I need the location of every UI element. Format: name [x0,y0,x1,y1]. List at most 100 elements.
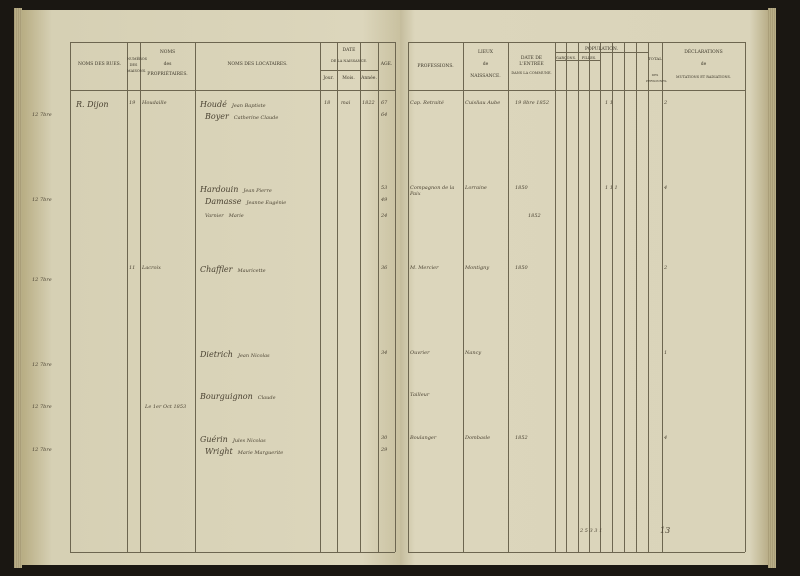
header-filles: Filles. [581,56,597,60]
header-annee: Année. [361,76,377,81]
column-rule [662,42,663,552]
header-declarations: de [700,62,707,67]
margin-date: 12 7bre [32,404,52,410]
header-professions: Professions. [417,64,454,69]
tenant-line: Hardouin Jean Pierre [200,185,272,194]
column-rule [463,42,464,552]
tenant-line: Houdé Jean Baptiste [200,100,266,109]
house-number: 19 [129,100,136,106]
column-rule [648,42,649,552]
birth-month: mai [341,100,351,106]
header-declarations: mutations et radiations. [676,75,731,79]
tenant-given-name: Jean Baptiste [231,103,266,109]
header-lieux: Lieux [477,50,494,55]
birthplace: Cuisliau Aube [465,100,501,106]
column-rule [127,42,128,552]
birth-year: 1822 [362,100,375,106]
right-page [400,10,768,565]
column-rule [408,42,409,552]
tenant-given-name: Jean Nicolas [237,353,270,359]
header-garcons: Garçons. [556,56,576,60]
row-rule [70,552,395,553]
page-edges-left [14,8,22,568]
total-persons: 4 [664,435,668,441]
column-rule [566,42,567,552]
tenant-surname: Boyer [205,112,229,121]
margin-date: 12 7bre [32,112,52,118]
tenant-given-name: Claude [257,395,276,401]
column-rule [745,42,746,552]
column-rule [612,42,613,552]
profession: Compagnon de la Paix [410,185,455,197]
margin-date: 12 7bre [32,197,52,203]
birth-day: 18 [324,100,331,106]
column-rule [636,42,637,552]
header-lieux: de [482,62,489,67]
column-rule [624,42,625,552]
header-locataires: Noms des locataires. [227,62,288,67]
row-rule [408,42,745,43]
column-rule [320,42,321,552]
tenant-surname: Houdé [200,100,227,109]
total-persons: 2 [664,265,668,271]
profession: M. Mercier [410,265,439,271]
header-mois: Mois. [342,76,355,81]
column-rule [337,42,338,552]
margin-date: 12 7bre [32,447,52,453]
column-rule [378,42,379,552]
header-numeros: Numéros des maisons. [127,57,148,73]
header-proprietaires: propriétaires. [147,72,188,77]
tenant-surname: Varnier [205,213,224,219]
header-proprietaires: des [163,62,172,67]
header-total: Total [648,56,662,61]
column-rule [360,42,361,552]
birthplace: Dombasle [465,435,491,441]
age: 34 [381,350,388,356]
tenant-given-name: Marie [228,213,244,219]
margin-date: 12 7bre [32,362,52,368]
tenant-given-name: Jules Nicolas [232,438,266,444]
header-declarations: Déclarations [684,50,723,55]
tenant-line: Chaffler Mauricette [200,265,266,274]
tenant-given-name: Mauricette [237,268,266,274]
row-rule [555,52,648,53]
profession: Boulanger [410,435,437,441]
header-entree: dans la commune. [511,71,552,75]
total-persons: 4 [664,185,668,191]
row-rule [320,70,378,71]
column-rule [395,42,396,552]
entry-date: 1850 [515,265,528,271]
tenant-line: Dietrich Jean Nicolas [200,350,270,359]
column-rule [508,42,509,552]
grand-total: 13 [660,526,671,535]
tenant-line: Wright Marie Marguerite [205,447,283,456]
age: 29 [381,447,388,453]
header-lieux: naissance. [470,74,501,79]
header-total-sub: des personnes. [646,73,668,83]
margin-date: 12 7bre [32,277,52,283]
birthplace: Montigny [465,265,490,271]
column-rule [140,42,141,552]
tenant-surname: Chaffler [200,265,233,274]
age: 64 [381,112,388,118]
profession: Tailleur [410,392,430,398]
tenant-line: Varnier Marie [205,213,244,219]
owner-name: Houdaille [142,100,167,106]
tenant-line: Guérin Jules Nicolas [200,435,266,444]
header-entree: Date de l'entrée [519,56,544,67]
header-date: Date [342,48,356,53]
header-age: Age. [380,62,393,67]
age: 36 [381,265,388,271]
total-persons: 2 [664,100,668,106]
age: 67 [381,100,388,106]
page-edges-right [768,8,776,568]
tenant-surname: Guérin [200,435,228,444]
header-jour: Jour. [323,76,334,81]
entry-date: 1852 [528,213,541,219]
age: 24 [381,213,388,219]
tenant-surname: Dietrich [200,350,233,359]
tenant-given-name: Marie Marguerite [237,450,284,456]
header-rues: Noms des rues. [78,62,121,67]
total-persons: 1 [664,350,668,356]
age: 49 [381,197,388,203]
